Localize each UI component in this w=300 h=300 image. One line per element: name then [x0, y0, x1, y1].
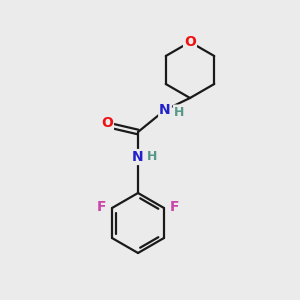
Text: O: O: [184, 35, 196, 49]
Text: F: F: [170, 200, 180, 214]
Text: F: F: [96, 200, 106, 214]
Text: H: H: [147, 151, 157, 164]
Text: N: N: [132, 150, 144, 164]
Text: O: O: [101, 116, 113, 130]
Text: N: N: [159, 103, 171, 117]
Text: H: H: [174, 106, 184, 118]
